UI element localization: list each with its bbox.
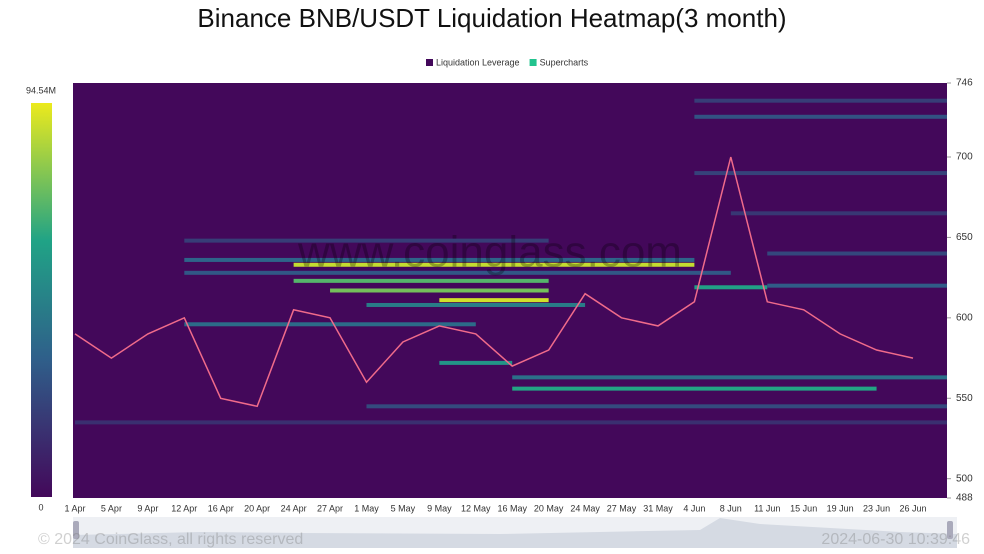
watermark: www.coinglass.com bbox=[297, 228, 682, 277]
liquidation-level bbox=[512, 386, 877, 391]
legend-label: Liquidation Leverage bbox=[436, 57, 520, 67]
liquidation-level bbox=[366, 302, 586, 307]
x-tick-label: 16 May bbox=[497, 503, 527, 513]
x-tick-label: 27 May bbox=[607, 503, 637, 513]
y-tick-label: 650 bbox=[956, 232, 973, 243]
navigator-handle[interactable] bbox=[947, 521, 953, 539]
y-tick-label: 500 bbox=[956, 473, 973, 484]
x-tick-label: 31 May bbox=[643, 503, 673, 513]
x-tick-label: 26 Jun bbox=[899, 503, 926, 513]
y-tick-label: 746 bbox=[956, 78, 973, 89]
liquidation-level bbox=[439, 360, 513, 365]
liquidation-level bbox=[184, 270, 731, 275]
x-tick-label: 20 May bbox=[534, 503, 564, 513]
legend-swatch bbox=[529, 59, 537, 66]
x-tick-label: 23 Jun bbox=[863, 503, 890, 513]
liquidation-level bbox=[512, 375, 947, 380]
liquidation-level bbox=[293, 262, 695, 267]
liquidation-level bbox=[694, 98, 947, 103]
y-tick-label: 550 bbox=[956, 393, 973, 404]
legend-label: Supercharts bbox=[540, 57, 589, 67]
liquidation-level bbox=[767, 283, 947, 288]
chart-title: Binance BNB/USDT Liquidation Heatmap(3 m… bbox=[197, 3, 786, 33]
y-tick-label: 488 bbox=[956, 493, 973, 504]
price-line bbox=[74, 156, 914, 408]
liquidation-level bbox=[767, 251, 947, 256]
x-tick-label: 1 May bbox=[354, 503, 379, 513]
liquidation-level bbox=[366, 404, 947, 409]
x-tick-label: 12 May bbox=[461, 503, 491, 513]
x-tick-label: 9 May bbox=[427, 503, 452, 513]
color-bar-label: 0 bbox=[38, 502, 43, 512]
liquidation-level bbox=[184, 322, 476, 327]
color-bar-label: 94.54M bbox=[26, 85, 56, 95]
liquidation-level bbox=[75, 420, 947, 425]
x-tick-label: 12 Apr bbox=[171, 503, 197, 513]
liquidation-level bbox=[330, 288, 549, 293]
liquidation-level bbox=[694, 114, 947, 119]
x-tick-label: 1 Apr bbox=[64, 503, 85, 513]
legend-swatch bbox=[426, 59, 433, 66]
liquidation-level bbox=[730, 211, 947, 216]
y-tick-label: 600 bbox=[956, 312, 973, 323]
liquidation-level bbox=[184, 257, 695, 262]
x-tick-label: 4 Jun bbox=[683, 503, 705, 513]
navigator-area bbox=[73, 518, 957, 548]
liquidation-level bbox=[694, 171, 947, 176]
x-tick-label: 24 Apr bbox=[281, 503, 307, 513]
x-tick-label: 5 Apr bbox=[101, 503, 122, 513]
color-bar bbox=[31, 103, 52, 497]
x-tick-label: 16 Apr bbox=[208, 503, 234, 513]
x-tick-label: 8 Jun bbox=[720, 503, 742, 513]
navigator-handle[interactable] bbox=[73, 521, 79, 539]
x-tick-label: 15 Jun bbox=[790, 503, 817, 513]
x-tick-label: 24 May bbox=[570, 503, 600, 513]
liquidation-level bbox=[439, 298, 549, 303]
timestamp: 2024-06-30 10:39:46 bbox=[821, 531, 970, 548]
liquidation-level bbox=[293, 278, 549, 283]
x-tick-label: 5 May bbox=[391, 503, 416, 513]
x-tick-label: 9 Apr bbox=[137, 503, 158, 513]
x-tick-label: 11 Jun bbox=[754, 503, 780, 513]
y-tick-label: 700 bbox=[956, 152, 973, 163]
x-tick-label: 20 Apr bbox=[244, 503, 270, 513]
x-tick-label: 27 Apr bbox=[317, 503, 343, 513]
x-tick-label: 19 Jun bbox=[827, 503, 854, 513]
copyright: © 2024 CoinGlass, all rights reserved bbox=[38, 531, 303, 548]
liquidation-level bbox=[694, 285, 768, 290]
liquidation-level bbox=[184, 238, 549, 243]
